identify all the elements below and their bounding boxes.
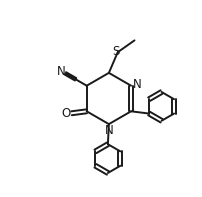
Text: N: N (133, 78, 142, 91)
Text: S: S (113, 45, 120, 58)
Text: N: N (57, 65, 65, 78)
Text: N: N (104, 124, 113, 137)
Text: O: O (61, 107, 70, 120)
